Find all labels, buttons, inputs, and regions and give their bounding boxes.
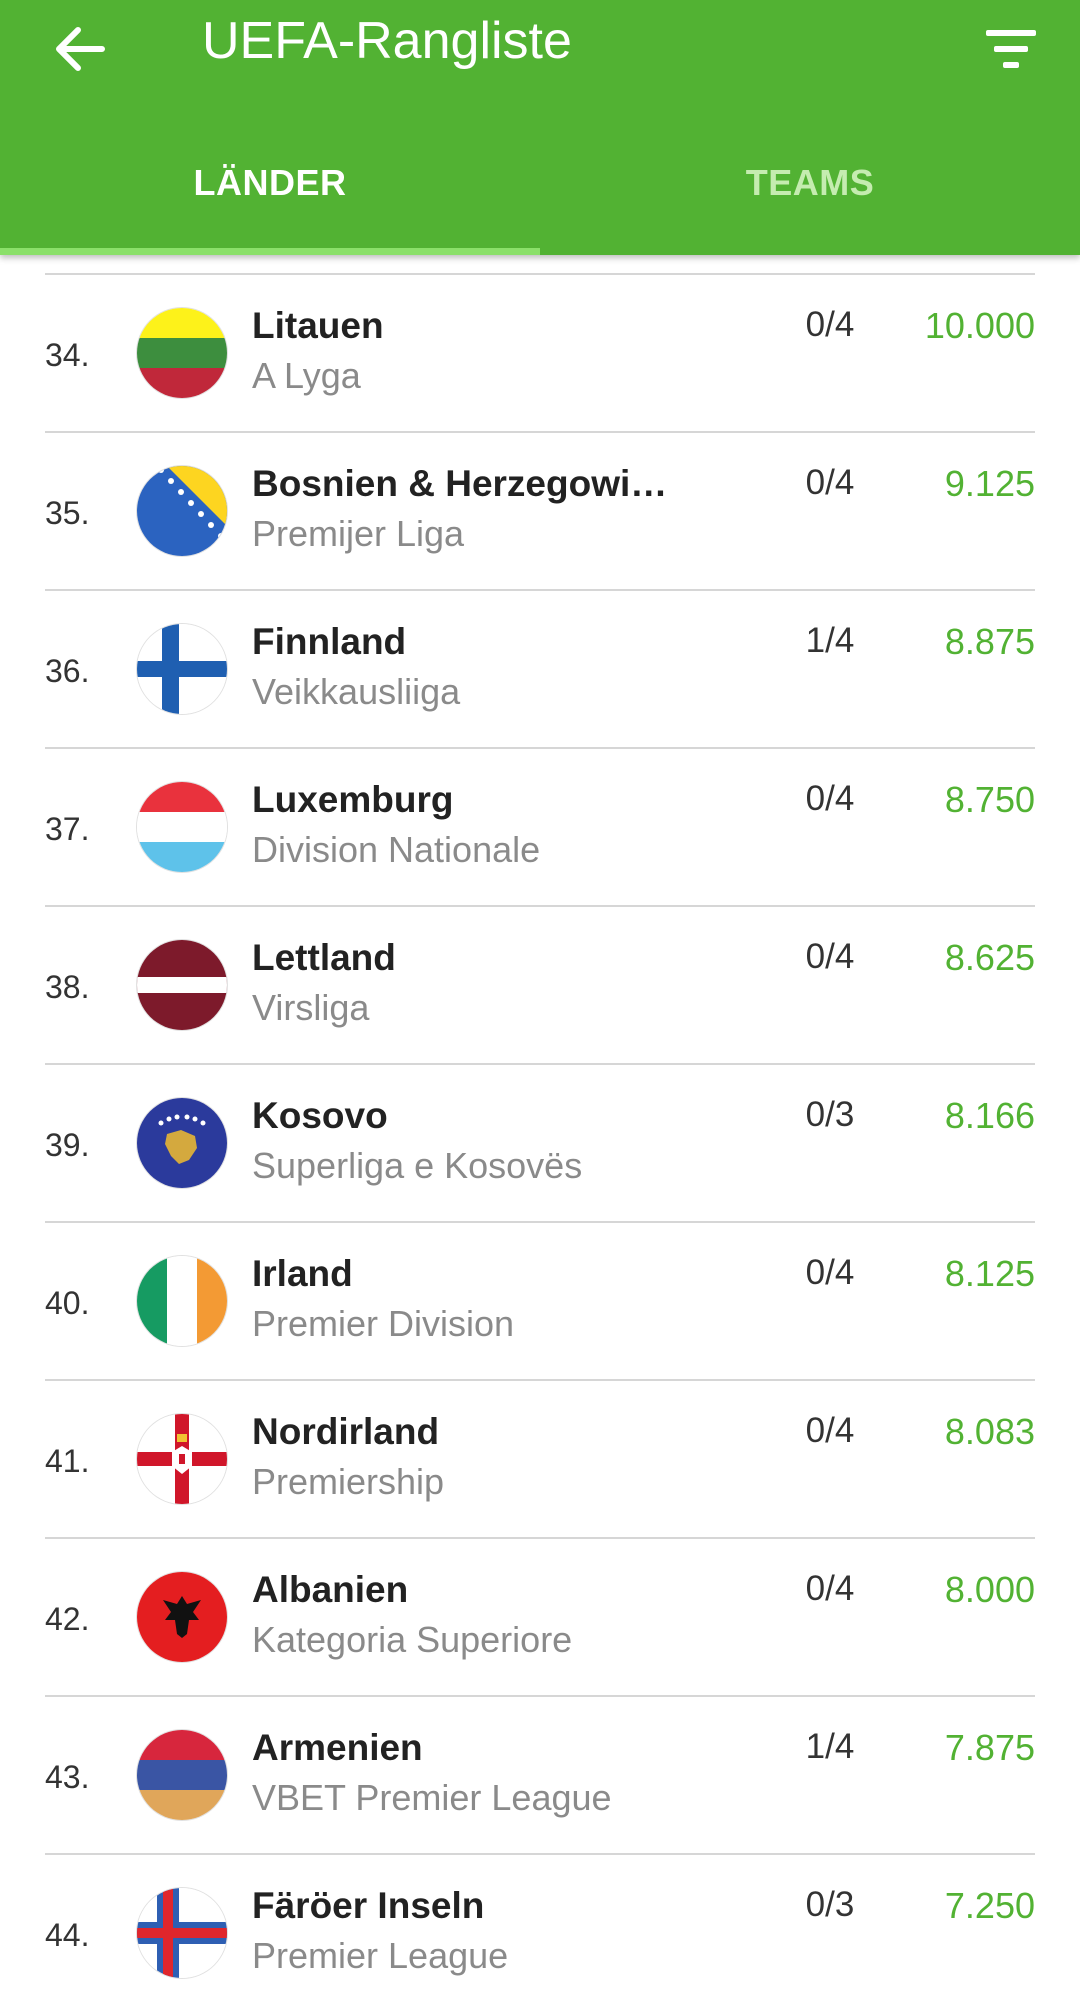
league-name: Veikkausliiga <box>252 671 461 712</box>
country-name: Lettland <box>252 937 396 978</box>
filter-button[interactable] <box>970 8 1050 88</box>
league-name: Premier Division <box>252 1303 515 1344</box>
country-name: Kosovo <box>252 1095 388 1136</box>
clubs-remaining: 0/4 <box>805 1253 855 1292</box>
country-name: Nordirland <box>252 1411 440 1452</box>
list-item[interactable]: 36. Finnland Veikkausliiga 1/4 8.875 <box>45 589 1035 749</box>
rank: 44. <box>45 1917 90 1953</box>
league-name: Division Nationale <box>252 829 541 870</box>
rank: 39. <box>45 1127 90 1163</box>
league-name: Kategoria Superiore <box>252 1619 573 1660</box>
luxembourg-flag-icon <box>137 782 227 872</box>
clubs-remaining: 0/4 <box>805 463 855 502</box>
back-button[interactable] <box>40 8 120 88</box>
tab-laender[interactable]: LÄNDER <box>193 162 347 203</box>
clubs-remaining: 0/4 <box>805 305 855 344</box>
points: 8.166 <box>944 1095 1035 1136</box>
list-item[interactable]: 38. Lettland Virsliga 0/4 8.625 <box>45 905 1035 1065</box>
list-item[interactable]: 41. Nordirland Premiership 0/4 8.083 <box>45 1379 1035 1539</box>
clubs-remaining: 1/4 <box>805 1727 855 1766</box>
points: 8.125 <box>944 1253 1035 1294</box>
lithuania-flag-icon <box>137 308 227 398</box>
list-item[interactable]: 35. Bosnien & Herzegowi… Premijer Liga 0… <box>45 431 1035 591</box>
list-item[interactable]: 40. Irland Premier Division 0/4 8.125 <box>45 1221 1035 1381</box>
app-bar: UEFA-Rangliste LÄNDER TEAMS <box>0 0 1080 255</box>
rank: 41. <box>45 1443 90 1479</box>
points: 8.083 <box>944 1411 1035 1452</box>
country-name: Armenien <box>252 1727 423 1768</box>
faroe-islands-flag-icon <box>137 1888 227 1978</box>
arrow-left-icon <box>56 27 105 71</box>
northern-ireland-flag-icon <box>137 1414 227 1504</box>
page-title: UEFA-Rangliste <box>202 12 572 70</box>
rank: 37. <box>45 811 90 847</box>
list-item[interactable]: 34. Litauen A Lyga 0/4 10.000 <box>45 273 1035 433</box>
points: 8.875 <box>944 621 1035 662</box>
bosnia-flag-icon <box>137 466 227 556</box>
clubs-remaining: 0/4 <box>805 1411 855 1450</box>
country-name: Litauen <box>252 305 384 346</box>
country-name: Luxemburg <box>252 779 454 820</box>
points: 7.875 <box>944 1727 1035 1768</box>
rank: 42. <box>45 1601 90 1637</box>
points: 10.000 <box>924 305 1035 346</box>
country-name: Färöer Inseln <box>252 1885 485 1926</box>
points: 8.000 <box>944 1569 1035 1610</box>
country-name: Albanien <box>252 1569 409 1610</box>
country-name: Bosnien & Herzegowi… <box>252 463 668 504</box>
league-name: Premiership <box>252 1461 445 1502</box>
list-item[interactable]: 42. Albanien Kategoria Superiore 0/4 8.0… <box>45 1537 1035 1697</box>
rank: 35. <box>45 495 90 531</box>
list-item[interactable]: 39. Kosovo Superliga e Kosovës 0/3 8.166 <box>45 1063 1035 1223</box>
tab-teams[interactable]: TEAMS <box>745 162 875 203</box>
albania-flag-icon <box>137 1572 227 1662</box>
league-name: Premijer Liga <box>252 513 465 554</box>
filter-icon <box>986 30 1036 68</box>
clubs-remaining: 0/4 <box>805 779 855 818</box>
points: 8.750 <box>944 779 1035 820</box>
points: 8.625 <box>944 937 1035 978</box>
country-name: Irland <box>252 1253 353 1294</box>
finland-flag-icon <box>137 624 227 714</box>
rank: 38. <box>45 969 90 1005</box>
list-item[interactable]: 37. Luxemburg Division Nationale 0/4 8.7… <box>45 747 1035 907</box>
kosovo-flag-icon <box>137 1098 227 1188</box>
league-name: Virsliga <box>252 987 370 1028</box>
rank: 40. <box>45 1285 90 1321</box>
active-tab-indicator <box>0 248 540 255</box>
league-name: VBET Premier League <box>252 1777 612 1818</box>
latvia-flag-icon <box>137 940 227 1030</box>
points: 7.250 <box>944 1885 1035 1926</box>
country-name: Finnland <box>252 621 407 662</box>
armenia-flag-icon <box>137 1730 227 1820</box>
list-item[interactable]: 44. Färöer Inseln Premier League 0/3 7.2… <box>45 1853 1035 2013</box>
clubs-remaining: 0/4 <box>805 1569 855 1608</box>
list-item[interactable]: 43. Armenien VBET Premier League 1/4 7.8… <box>45 1695 1035 1855</box>
clubs-remaining: 0/3 <box>805 1095 855 1134</box>
league-name: A Lyga <box>252 355 361 396</box>
clubs-remaining: 0/3 <box>805 1885 855 1924</box>
points: 9.125 <box>944 463 1035 504</box>
clubs-remaining: 1/4 <box>805 621 855 660</box>
league-name: Premier League <box>252 1935 509 1976</box>
rank: 43. <box>45 1759 90 1795</box>
rank: 36. <box>45 653 90 689</box>
ireland-flag-icon <box>137 1256 227 1346</box>
league-name: Superliga e Kosovës <box>252 1145 583 1186</box>
clubs-remaining: 0/4 <box>805 937 855 976</box>
rank: 34. <box>45 337 90 373</box>
